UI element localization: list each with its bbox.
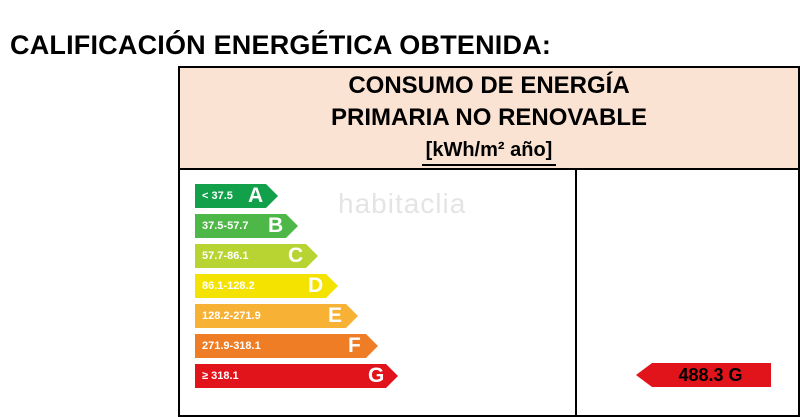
rating-range-label: 271.9-318.1	[202, 340, 261, 352]
result-marker: 488.3 G	[636, 363, 771, 387]
rating-range-label: ≥ 318.1	[202, 370, 239, 382]
rating-letter: B	[268, 214, 284, 237]
rating-bar-c: 57.7-86.1 C	[195, 244, 318, 268]
rating-range-label: 37.5-57.7	[202, 220, 249, 232]
rating-range-label: 86.1-128.2	[202, 280, 255, 292]
rating-letter: D	[308, 274, 324, 297]
rating-range-label: < 37.5	[202, 190, 233, 202]
rating-letter: E	[328, 304, 343, 327]
rating-bar-g: ≥ 318.1 G	[195, 364, 398, 388]
column-divider	[575, 168, 577, 415]
rating-letter: G	[368, 364, 385, 387]
rating-bar-b: 37.5-57.7 B	[195, 214, 298, 238]
rating-range-label: 128.2-271.9	[202, 310, 261, 322]
rating-bar-d: 86.1-128.2 D	[195, 274, 338, 298]
energy-label: CONSUMO DE ENERGÍA PRIMARIA NO RENOVABLE…	[178, 66, 800, 417]
header-line-1: CONSUMO DE ENERGÍA	[348, 72, 630, 99]
rating-letter: C	[288, 244, 304, 267]
rating-range-label: 57.7-86.1	[202, 250, 249, 262]
header-line-2: PRIMARIA NO RENOVABLE	[330, 104, 647, 131]
rating-bar-e: 128.2-271.9 E	[195, 304, 358, 328]
rating-bar-f: 271.9-318.1 F	[195, 334, 378, 358]
rating-bar-a: < 37.5 A	[195, 184, 278, 208]
page-title: CALIFICACIÓN ENERGÉTICA OBTENIDA:	[10, 30, 552, 60]
header-unit: [kWh/m² año]	[421, 136, 557, 166]
rating-letter: A	[248, 184, 264, 207]
rating-letter: F	[348, 334, 361, 357]
watermark-logo: habitaclia	[338, 188, 467, 219]
label-header: CONSUMO DE ENERGÍA PRIMARIA NO RENOVABLE…	[180, 68, 798, 170]
result-value: 488.3 G	[678, 365, 743, 385]
